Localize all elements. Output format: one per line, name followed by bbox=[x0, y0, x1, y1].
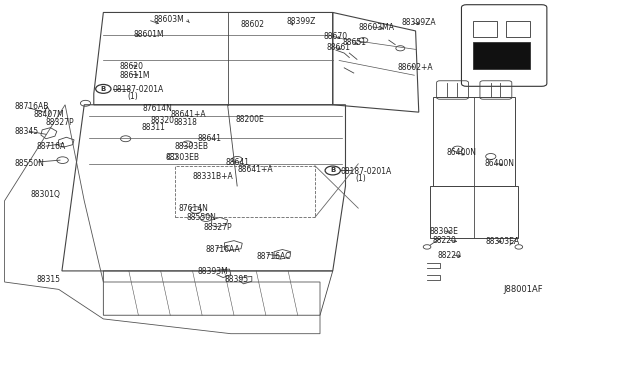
Text: 88670: 88670 bbox=[324, 32, 348, 41]
Text: 88200E: 88200E bbox=[236, 115, 264, 124]
Text: (1): (1) bbox=[355, 174, 366, 183]
Text: 88315: 88315 bbox=[36, 275, 60, 283]
Text: 88393M: 88393M bbox=[197, 267, 228, 276]
Text: 08187-0201A: 08187-0201A bbox=[113, 85, 164, 94]
Text: 88550N: 88550N bbox=[186, 213, 216, 222]
Text: 88331B+A: 88331B+A bbox=[193, 172, 234, 181]
Text: 88327P: 88327P bbox=[46, 118, 75, 126]
Polygon shape bbox=[473, 42, 531, 69]
Text: 88303EB: 88303EB bbox=[175, 142, 209, 151]
Text: 88611M: 88611M bbox=[120, 71, 150, 80]
Text: 88716AA: 88716AA bbox=[205, 245, 240, 254]
Text: 87614N: 87614N bbox=[143, 104, 173, 113]
Text: 88602+A: 88602+A bbox=[397, 62, 433, 72]
Text: 88651: 88651 bbox=[342, 38, 366, 47]
Text: 87614N: 87614N bbox=[179, 204, 209, 214]
Text: 88327P: 88327P bbox=[204, 223, 232, 232]
Text: 88603M: 88603M bbox=[153, 15, 184, 24]
Text: 88716A: 88716A bbox=[36, 142, 66, 151]
Text: 88641+A: 88641+A bbox=[170, 109, 206, 119]
Text: (1): (1) bbox=[127, 92, 138, 101]
Text: B: B bbox=[100, 86, 106, 92]
Text: 88407M: 88407M bbox=[33, 109, 64, 119]
Text: 88602: 88602 bbox=[241, 20, 264, 29]
Text: 88303E: 88303E bbox=[429, 227, 458, 235]
Text: 08187-0201A: 08187-0201A bbox=[340, 167, 392, 176]
Text: 88399ZA: 88399ZA bbox=[401, 18, 436, 27]
Text: 88641: 88641 bbox=[226, 157, 250, 167]
Text: 88301Q: 88301Q bbox=[30, 190, 60, 199]
Text: 88345: 88345 bbox=[14, 127, 38, 136]
Text: 88641+A: 88641+A bbox=[237, 165, 273, 174]
Text: 88318: 88318 bbox=[173, 118, 197, 126]
Text: 88716AC: 88716AC bbox=[256, 252, 291, 262]
Text: 86400N: 86400N bbox=[446, 148, 476, 157]
Text: 88395: 88395 bbox=[225, 275, 248, 283]
Text: 88399Z: 88399Z bbox=[287, 17, 316, 26]
Text: 88311: 88311 bbox=[141, 123, 166, 132]
Text: 88620: 88620 bbox=[120, 61, 144, 71]
Text: 88303EB: 88303EB bbox=[165, 153, 199, 162]
Text: 88550N: 88550N bbox=[14, 158, 44, 168]
Text: 88220: 88220 bbox=[433, 236, 457, 245]
Text: B: B bbox=[330, 167, 335, 173]
Text: 88603MA: 88603MA bbox=[358, 23, 394, 32]
Text: 88601M: 88601M bbox=[134, 30, 164, 39]
Text: 86400N: 86400N bbox=[484, 158, 515, 168]
Text: 88303EA: 88303EA bbox=[486, 237, 520, 246]
Text: 88220: 88220 bbox=[437, 251, 461, 260]
Text: 88661: 88661 bbox=[326, 43, 350, 52]
Text: 88641: 88641 bbox=[198, 134, 221, 143]
Text: 88320: 88320 bbox=[150, 116, 175, 125]
Text: 88716AB: 88716AB bbox=[14, 102, 49, 111]
Text: J88001AF: J88001AF bbox=[504, 285, 543, 294]
